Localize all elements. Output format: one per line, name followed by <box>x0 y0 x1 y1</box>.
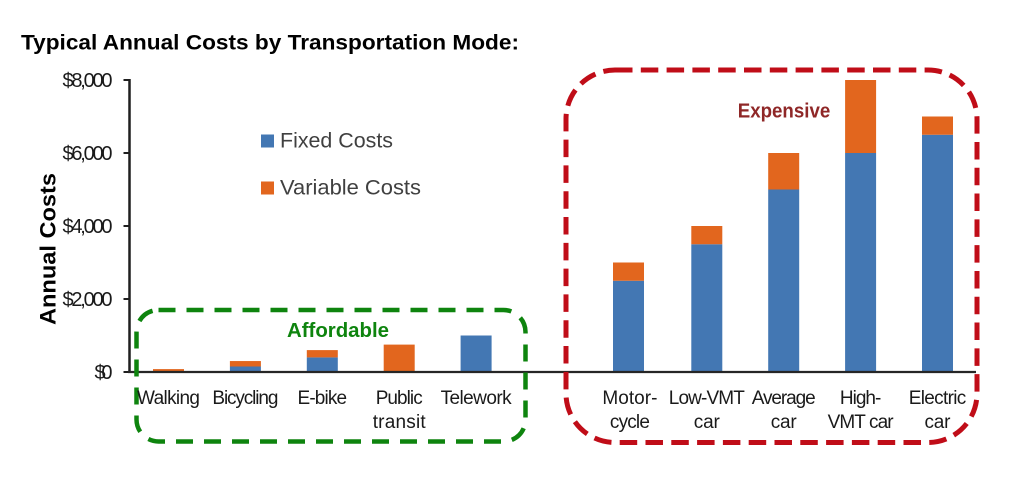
svg-text:Walking: Walking <box>137 388 200 409</box>
svg-text:Electric: Electric <box>909 388 967 409</box>
svg-text:$2,000: $2,000 <box>63 289 113 311</box>
svg-text:Public: Public <box>376 388 423 409</box>
svg-text:Annual Costs: Annual Costs <box>36 173 61 325</box>
svg-text:cycle: cycle <box>610 412 650 433</box>
svg-text:Telework: Telework <box>441 388 512 409</box>
svg-text:Typical Annual Costs by Transp: Typical Annual Costs by Transportation M… <box>21 31 519 55</box>
svg-text:VMT car: VMT car <box>828 412 895 433</box>
svg-text:Expensive: Expensive <box>738 101 831 123</box>
svg-text:$8,000: $8,000 <box>63 70 113 92</box>
svg-text:car: car <box>694 412 721 433</box>
svg-text:$6,000: $6,000 <box>63 143 113 165</box>
svg-text:Average: Average <box>752 388 816 409</box>
svg-text:Variable Costs: Variable Costs <box>280 177 421 200</box>
svg-text:car: car <box>771 412 798 433</box>
svg-text:car: car <box>925 412 952 433</box>
svg-text:High-: High- <box>840 388 882 409</box>
svg-text:transit: transit <box>373 412 427 433</box>
svg-text:Motor-: Motor- <box>602 388 657 409</box>
svg-text:Low-VMT: Low-VMT <box>669 388 745 409</box>
svg-text:Fixed Costs: Fixed Costs <box>280 130 393 153</box>
svg-text:Bicycling: Bicycling <box>212 388 278 409</box>
svg-text:$4,000: $4,000 <box>63 216 113 238</box>
svg-text:$0: $0 <box>95 362 113 384</box>
svg-text:E-bike: E-bike <box>298 388 348 409</box>
svg-text:Affordable: Affordable <box>287 319 389 342</box>
